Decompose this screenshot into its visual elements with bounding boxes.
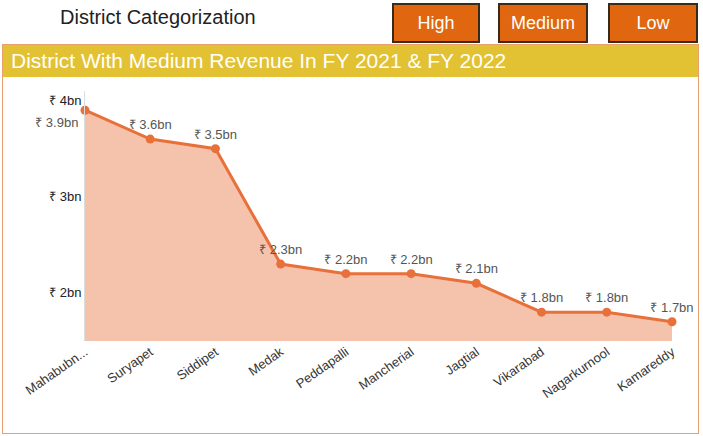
svg-text:₹ 1.8bn: ₹ 1.8bn: [520, 290, 563, 305]
html-text:High: High: [417, 12, 455, 33]
svg-text:Mahabubn...: Mahabubn...: [23, 344, 91, 398]
svg-text:Suryapet: Suryapet: [104, 344, 156, 386]
svg-text:₹ 2.3bn: ₹ 2.3bn: [259, 242, 302, 257]
svg-text:Medak: Medak: [246, 344, 287, 379]
svg-text:₹ 3.5bn: ₹ 3.5bn: [194, 127, 237, 142]
svg-text:Peddapalli: Peddapalli: [293, 344, 351, 391]
svg-text:₹ 1.7bn: ₹ 1.7bn: [650, 300, 693, 315]
svg-text:₹ 2.1bn: ₹ 2.1bn: [455, 261, 498, 276]
html-text:Medium: Medium: [511, 12, 575, 33]
svg-text:Siddipet: Siddipet: [174, 344, 221, 383]
svg-text:Vikarabad: Vikarabad: [491, 344, 547, 390]
html-text:District With Medium Revenue I: District With Medium Revenue In FY 2021 …: [11, 49, 507, 72]
svg-text:₹ 3bn: ₹ 3bn: [49, 189, 81, 204]
svg-text:Jagtial: Jagtial: [442, 344, 481, 378]
svg-text:₹ 3.6bn: ₹ 3.6bn: [129, 117, 172, 132]
html-text:District Categorization: District Categorization: [60, 6, 256, 28]
svg-text:Nagarkurnool: Nagarkurnool: [540, 344, 613, 401]
svg-text:₹ 2.2bn: ₹ 2.2bn: [324, 252, 367, 267]
svg-text:Kamareddy: Kamareddy: [614, 344, 677, 395]
svg-text:₹ 4bn: ₹ 4bn: [49, 93, 81, 108]
html-text:Low: Low: [636, 12, 670, 33]
svg-text:₹ 2.2bn: ₹ 2.2bn: [390, 252, 433, 267]
svg-text:Mancherial: Mancherial: [356, 344, 417, 393]
svg-text:₹ 3.9bn: ₹ 3.9bn: [35, 115, 78, 130]
svg-text:₹ 2bn: ₹ 2bn: [49, 285, 81, 300]
svg-text:₹ 1.8bn: ₹ 1.8bn: [585, 290, 628, 305]
